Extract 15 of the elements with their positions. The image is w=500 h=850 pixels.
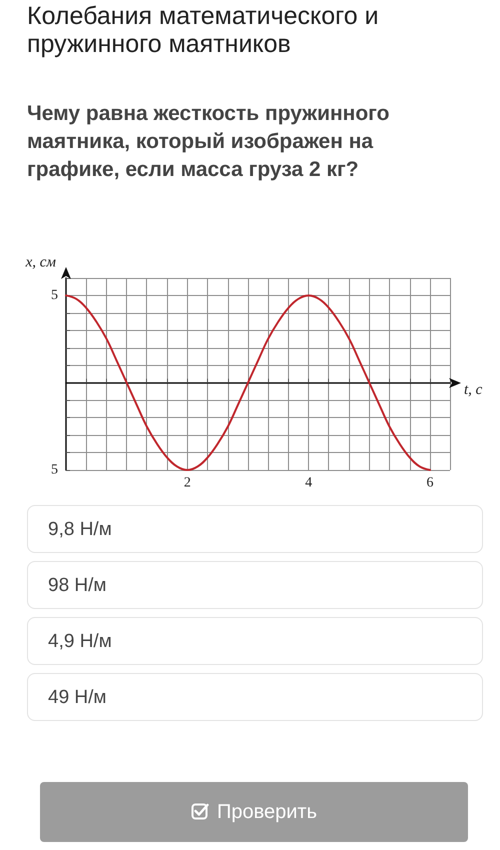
text: 9,8 Н/м [48, 519, 112, 541]
y-tick-label: 5 [51, 462, 58, 478]
text: 98 Н/м [48, 575, 106, 597]
chart-title: Колебания математического и пружинного маятников [27, 2, 380, 58]
x-tick-label: 2 [184, 476, 191, 490]
text: 4,9 Н/м [48, 631, 112, 653]
x-tick-label: 6 [426, 476, 434, 490]
text: 49 Н/м [48, 687, 106, 709]
y-tick-label: 5 [51, 288, 58, 303]
y-axis-title: x, см [24, 254, 56, 270]
text: Проверить [216, 801, 318, 823]
chart-subtitle: Чему равна жесткость пружинного маятника, который изображен на графике, если масса груза 2 кг? [27, 101, 390, 183]
x-axis-title: t, с [464, 382, 483, 398]
line-series [65, 294, 431, 471]
x-tick-label: 4 [305, 476, 312, 490]
